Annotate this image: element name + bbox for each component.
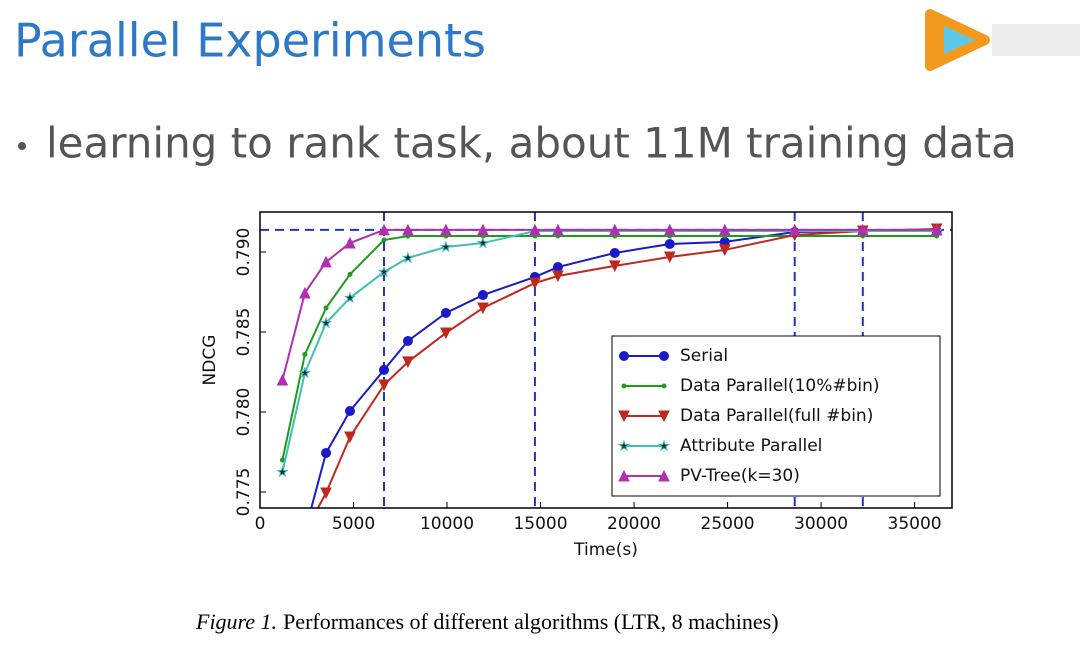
marker (440, 307, 451, 318)
legend-marker (618, 410, 630, 423)
slide-title: Parallel Experiments (14, 14, 486, 68)
bullet-text: learning to rank task, about 11M trainin… (46, 119, 1017, 168)
marker (320, 255, 332, 268)
marker (344, 406, 355, 417)
y-tick-label: 0.780 (234, 388, 254, 437)
marker (856, 223, 869, 236)
marker (663, 251, 676, 264)
caption-label: Figure 1. (195, 609, 277, 634)
marker (343, 291, 357, 304)
marker (477, 223, 489, 236)
legend-marker (621, 383, 627, 389)
marker (440, 327, 452, 340)
y-axis-label: NDCG (200, 335, 220, 386)
legend-marker (661, 383, 667, 389)
marker (320, 487, 332, 500)
legend-label: Data Parallel(full #bin) (680, 406, 873, 426)
marker (344, 431, 356, 444)
legend-marker (659, 351, 669, 361)
marker (300, 528, 309, 537)
legend-marker (657, 439, 671, 452)
marker (664, 239, 675, 249)
marker (298, 366, 312, 379)
marker (439, 240, 453, 253)
x-tick-label: 15000 (513, 514, 567, 534)
marker (302, 351, 308, 357)
legend-marker (658, 410, 670, 423)
marker (401, 251, 415, 264)
marker (788, 223, 801, 236)
marker (323, 305, 329, 311)
marker (663, 223, 676, 236)
caption-text: Performances of different algorithms (LT… (283, 609, 778, 634)
marker (344, 236, 356, 249)
x-tick-label: 25000 (701, 514, 755, 534)
series-line (281, 230, 937, 473)
marker (381, 237, 387, 243)
series-line (281, 228, 937, 381)
marker (608, 223, 621, 236)
y-tick-label: 0.790 (234, 228, 254, 277)
x-tick-label: 30000 (794, 514, 848, 534)
marker (529, 223, 541, 236)
x-tick-label: 10000 (420, 514, 474, 534)
axes-frame (259, 211, 953, 509)
legend-label: Data Parallel(10%#bin) (680, 376, 880, 396)
y-tick-label: 0.775 (234, 468, 254, 517)
marker (402, 356, 414, 369)
marker (608, 260, 621, 273)
plot-area (260, 212, 952, 561)
legend-marker (658, 469, 670, 482)
x-axis-label: Time(s) (573, 540, 638, 560)
marker (276, 373, 289, 386)
y-tick-label: 0.785 (234, 308, 254, 357)
marker (319, 316, 333, 329)
marker (276, 465, 289, 478)
marker (477, 290, 488, 301)
series-line (281, 235, 937, 461)
legend-label: Attribute Parallel (680, 436, 822, 456)
legend-label: Serial (680, 346, 728, 366)
marker (278, 552, 287, 561)
marker (402, 223, 414, 236)
legend-label: PV-Tree(k=30) (680, 466, 800, 486)
marker (930, 223, 943, 236)
legend-marker (619, 351, 629, 361)
marker (477, 302, 489, 315)
marker (378, 364, 389, 375)
marker (300, 527, 310, 537)
marker (552, 270, 564, 283)
marker (552, 223, 564, 236)
marker (347, 271, 353, 277)
marker (718, 244, 731, 257)
marker (440, 223, 452, 236)
marker (476, 236, 490, 249)
marker (718, 223, 731, 236)
marker (378, 223, 390, 236)
bullet-dot (18, 142, 26, 150)
x-tick-label: 20000 (607, 514, 661, 534)
marker (299, 286, 311, 299)
marker (552, 262, 563, 273)
marker (377, 265, 391, 278)
x-tick-label: 35000 (888, 514, 942, 534)
legend-marker (618, 469, 630, 482)
marker (378, 379, 390, 392)
legend-marker (617, 439, 631, 452)
marker (529, 277, 541, 290)
x-tick-label: 0 (255, 514, 266, 534)
marker (609, 247, 620, 258)
marker (321, 447, 332, 458)
x-tick-label: 5000 (332, 514, 375, 534)
logo (925, 9, 1080, 71)
marker (402, 335, 413, 346)
